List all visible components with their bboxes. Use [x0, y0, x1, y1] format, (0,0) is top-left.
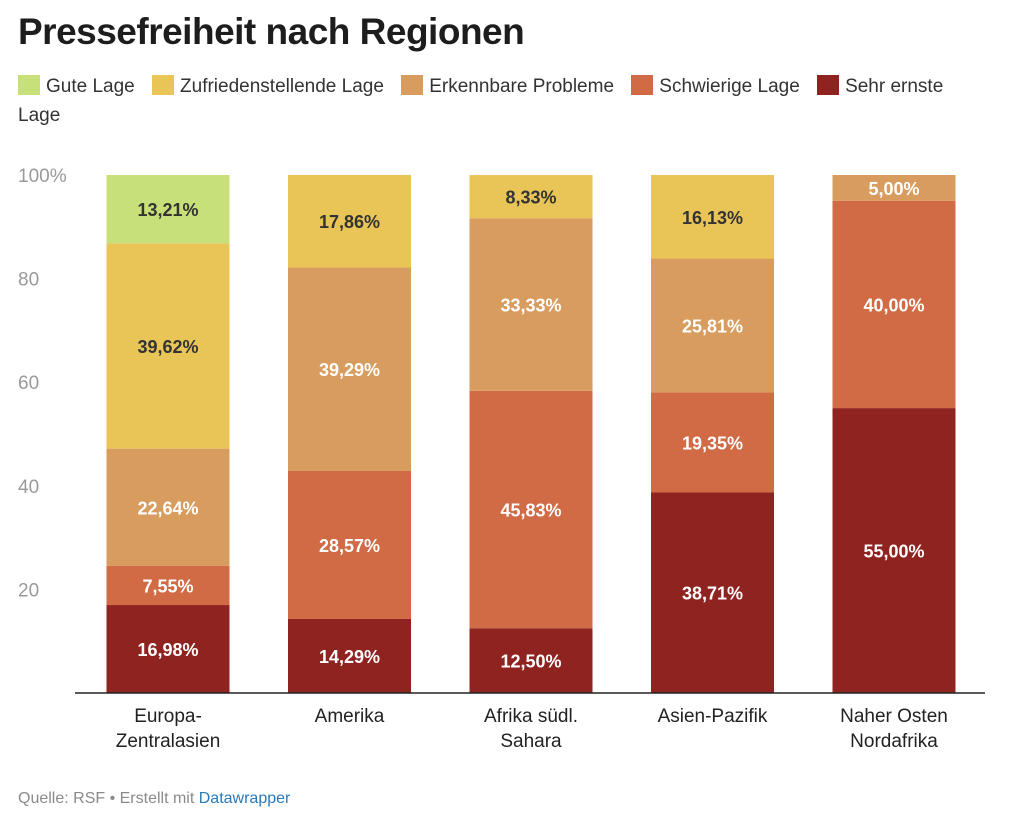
chart-title: Pressefreiheit nach Regionen	[18, 11, 525, 52]
bar-erkennbare-probleme-3	[651, 258, 774, 393]
x-tick-label-2-0: Afrika südl.	[484, 706, 578, 727]
legend-swatch-gute-lage	[18, 75, 40, 95]
data-label-gute-lage-0: 13,21%	[137, 200, 198, 220]
stacked-bar-chart: 20 40 60 80 100% 16,98% 7,55% 22,64% 39,62% 13,21…	[18, 166, 985, 750]
footer: Quelle: RSF • Erstellt mit Datawrapper	[18, 790, 290, 808]
legend-swatch-zufriedenstellende-lage	[152, 75, 175, 95]
legend-label-schwierige-lage: Schwierige Lage	[659, 76, 800, 97]
bar-gute-lage-0	[106, 175, 230, 244]
bar-schwierige-lage-4	[832, 200, 956, 409]
bar-erkennbare-probleme-2	[469, 218, 593, 391]
data-label-schwierige-lage-1: 28,57%	[319, 536, 380, 556]
legend-label-sehr-ernste-lage: Sehr ernste Lage	[18, 76, 944, 126]
data-label-erkennbare-probleme-2: 33,33%	[500, 296, 561, 316]
legend-label-erkennbare-probleme: Erkennbare Probleme	[429, 76, 615, 97]
legend-item-sehr-ernste-lage: Sehr ernste Lage	[18, 75, 944, 126]
data-label-schwierige-lage-0: 7,55%	[142, 576, 193, 596]
bar-zufriedenstellende-lage-2	[469, 175, 593, 219]
data-label-schwierige-lage-3: 19,35%	[682, 433, 743, 453]
data-label-erkennbare-probleme-1: 39,29%	[319, 360, 380, 380]
bar-sehr-ernste-lage-3	[651, 492, 774, 693]
data-label-schwierige-lage-4: 40,00%	[863, 296, 924, 316]
legend-swatch-schwierige-lage	[631, 75, 654, 95]
bar-schwierige-lage-0	[106, 565, 230, 606]
legend-swatch-erkennbare-probleme	[401, 75, 424, 95]
data-label-sehr-ernste-lage-1: 14,29%	[319, 647, 380, 667]
data-label-sehr-ernste-lage-2: 12,50%	[500, 652, 561, 672]
x-tick-label-4-0: Naher Osten	[840, 706, 948, 727]
legend-swatch-sehr-ernste-lage	[817, 75, 840, 95]
legend: Gute Lage Zufriedenstellende Lage Erkenn…	[18, 72, 978, 130]
y-tick-label-100: 100%	[18, 166, 67, 187]
legend-item-gute-lage: Gute Lage	[18, 75, 135, 97]
bar-schwierige-lage-3	[651, 392, 774, 493]
bar-erkennbare-probleme-0	[106, 448, 230, 566]
data-label-schwierige-lage-2: 45,83%	[500, 501, 561, 521]
footer-source: Quelle: RSF • Erstellt mit	[18, 790, 199, 807]
data-label-zufriedenstellende-lage-1: 17,86%	[319, 212, 380, 232]
bar-erkennbare-probleme-1	[288, 267, 411, 471]
legend-item-erkennbare-probleme: Erkennbare Probleme	[401, 75, 615, 97]
x-tick-label-1-0: Amerika	[315, 706, 385, 727]
x-tick-label-2-1: Sahara	[500, 731, 562, 750]
data-label-erkennbare-probleme-4: 5,00%	[868, 179, 919, 199]
datawrapper-link[interactable]: Datawrapper	[198, 790, 291, 807]
x-tick-label-0-1: Zentralasien	[116, 731, 221, 750]
bar-erkennbare-probleme-4	[832, 175, 956, 201]
x-tick-label-3-0: Asien-Pazifik	[658, 706, 768, 727]
bar-sehr-ernste-lage-0	[106, 605, 230, 693]
bar-sehr-ernste-lage-2	[469, 628, 593, 693]
data-label-zufriedenstellende-lage-0: 39,62%	[137, 337, 198, 357]
data-label-sehr-ernste-lage-4: 55,00%	[863, 542, 924, 562]
data-label-zufriedenstellende-lage-3: 16,13%	[682, 208, 743, 228]
bar-schwierige-lage-1	[288, 470, 411, 619]
data-label-zufriedenstellende-lage-2: 8,33%	[505, 188, 556, 208]
x-tick-label-0-0: Europa-	[134, 706, 202, 727]
bar-zufriedenstellende-lage-1	[288, 174, 411, 268]
y-tick-label-20: 20	[18, 580, 39, 601]
bar-schwierige-lage-2	[469, 390, 593, 629]
bar-sehr-ernste-lage-1	[288, 618, 411, 693]
y-tick-label-80: 80	[18, 270, 39, 291]
x-tick-label-4-1: Nordafrika	[850, 731, 938, 750]
legend-label-zufriedenstellende-lage: Zufriedenstellende Lage	[180, 76, 384, 97]
data-label-sehr-ernste-lage-3: 38,71%	[682, 584, 743, 604]
y-tick-label-60: 60	[18, 373, 39, 394]
data-label-erkennbare-probleme-3: 25,81%	[682, 316, 743, 336]
y-tick-label-40: 40	[18, 477, 39, 498]
data-label-sehr-ernste-lage-0: 16,98%	[137, 640, 198, 660]
bar-sehr-ernste-lage-4	[832, 408, 956, 693]
data-label-erkennbare-probleme-0: 22,64%	[137, 498, 198, 518]
bar-zufriedenstellende-lage-3	[651, 175, 774, 259]
legend-label-gute-lage: Gute Lage	[46, 76, 135, 97]
legend-item-zufriedenstellende-lage: Zufriedenstellende Lage	[152, 75, 384, 97]
legend-item-schwierige-lage: Schwierige Lage	[631, 75, 800, 97]
bar-zufriedenstellende-lage-0	[106, 243, 230, 449]
